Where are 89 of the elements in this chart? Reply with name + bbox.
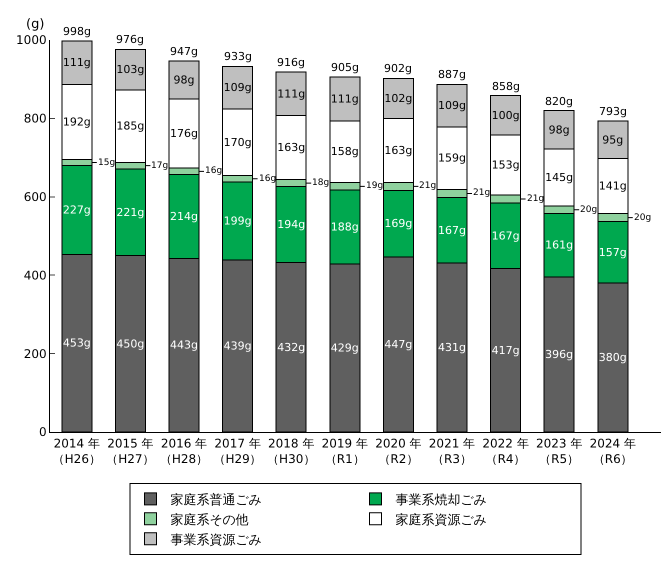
- data-label: 145g: [545, 170, 574, 184]
- data-label: 16g: [259, 174, 276, 184]
- total-label: 902g: [384, 62, 412, 75]
- x-tick-label: 2018 年（H30）: [267, 436, 316, 466]
- data-label: 15g: [98, 158, 116, 168]
- data-label: 417g: [492, 344, 520, 357]
- y-tick-label: 600: [24, 190, 47, 204]
- data-label: 192g: [62, 115, 91, 128]
- legend-label: 家庭系資源ごみ: [396, 512, 486, 528]
- total-label: 976g: [116, 33, 144, 46]
- data-label: 214g: [170, 210, 198, 223]
- legend-label: 事業系資源ごみ: [170, 532, 262, 548]
- data-label: 102g: [384, 92, 412, 105]
- data-label: 109g: [438, 99, 466, 112]
- data-label: 100g: [492, 108, 520, 122]
- x-tick-label: 2024 年（R6）: [590, 436, 636, 466]
- data-label: 20g: [580, 205, 598, 215]
- data-label: 158g: [330, 145, 359, 158]
- data-label: 161g: [545, 238, 574, 252]
- data-label: 111g: [330, 92, 359, 106]
- y-tick-label: 800: [24, 112, 47, 126]
- data-label: 185g: [116, 120, 144, 133]
- y-tick-label: 0: [38, 425, 47, 440]
- x-tick-label: 2014 年（H26）: [52, 436, 101, 466]
- total-label: 998g: [63, 25, 91, 38]
- total-label: 916g: [277, 56, 305, 69]
- x-tick-label: 2016 年（H28）: [160, 436, 208, 466]
- total-label: 793g: [599, 105, 627, 118]
- data-label: 227g: [62, 203, 91, 216]
- legend-label: 家庭系普通ごみ: [170, 492, 262, 508]
- x-tick-label: 2019 年（R1）: [322, 436, 368, 466]
- total-label: 947g: [170, 45, 198, 58]
- data-label: 432g: [277, 340, 306, 354]
- data-label: 98g: [174, 73, 194, 86]
- data-label: 439g: [224, 339, 252, 352]
- data-label: 157g: [598, 246, 627, 259]
- data-label: 450g: [116, 337, 144, 350]
- y-tick-label: 400: [24, 268, 47, 282]
- data-label: 163g: [277, 141, 306, 154]
- data-label: 199g: [224, 214, 252, 228]
- legend-label: 事業系焼却ごみ: [396, 492, 486, 508]
- data-label: 19g: [366, 181, 384, 191]
- data-label: 95g: [602, 133, 624, 146]
- data-label: 21g: [419, 181, 436, 191]
- data-label: 443g: [170, 338, 198, 352]
- x-tick-label: 2021 年（R3）: [428, 436, 476, 466]
- x-tick-label: 2015 年（H27）: [106, 436, 155, 466]
- data-label: 447g: [384, 338, 412, 351]
- data-label: 111g: [277, 87, 306, 100]
- total-label: 933g: [224, 50, 252, 63]
- data-label: 221g: [116, 206, 144, 219]
- x-tick-label: 2017 年（H29）: [213, 436, 262, 466]
- data-label: 170g: [224, 136, 252, 149]
- data-label: 176g: [170, 127, 198, 140]
- data-label: 429g: [330, 341, 359, 354]
- legend-label: 家庭系その他: [170, 512, 248, 528]
- data-label: 396g: [545, 348, 574, 361]
- data-label: 380g: [598, 351, 627, 364]
- data-label: 111g: [62, 56, 91, 70]
- total-label: 905g: [331, 61, 359, 74]
- data-label: 18g: [312, 178, 330, 188]
- data-label: 141g: [598, 180, 627, 193]
- total-label: 887g: [438, 68, 466, 81]
- data-label: 169g: [384, 217, 412, 230]
- data-label: 431g: [438, 341, 466, 354]
- data-label: 188g: [330, 220, 359, 234]
- y-tick-label: 1000: [16, 33, 47, 48]
- total-label: 858g: [492, 80, 520, 93]
- data-label: 16g: [205, 166, 222, 176]
- total-label: 820g: [545, 95, 573, 108]
- x-tick-label: 2023 年（R5）: [536, 436, 582, 466]
- data-label: 98g: [548, 123, 570, 136]
- data-label: 453g: [62, 336, 91, 350]
- data-label: 17g: [151, 161, 168, 171]
- data-label: 159g: [438, 152, 466, 165]
- y-axis-title: (g): [26, 17, 44, 32]
- data-label: 103g: [116, 63, 144, 76]
- data-label: 167g: [438, 224, 466, 237]
- data-label: 21g: [527, 194, 544, 204]
- x-tick-label: 2022 年（R4）: [482, 436, 529, 466]
- x-tick-label: 2020 年（R2）: [375, 436, 422, 466]
- y-tick-label: 200: [24, 346, 47, 361]
- data-label: 163g: [384, 144, 412, 157]
- data-label: 109g: [224, 81, 252, 94]
- data-label: 167g: [492, 229, 520, 242]
- data-label: 20g: [634, 213, 652, 223]
- data-label: 194g: [277, 218, 306, 232]
- data-label: 21g: [473, 188, 490, 198]
- data-label: 153g: [492, 158, 520, 172]
